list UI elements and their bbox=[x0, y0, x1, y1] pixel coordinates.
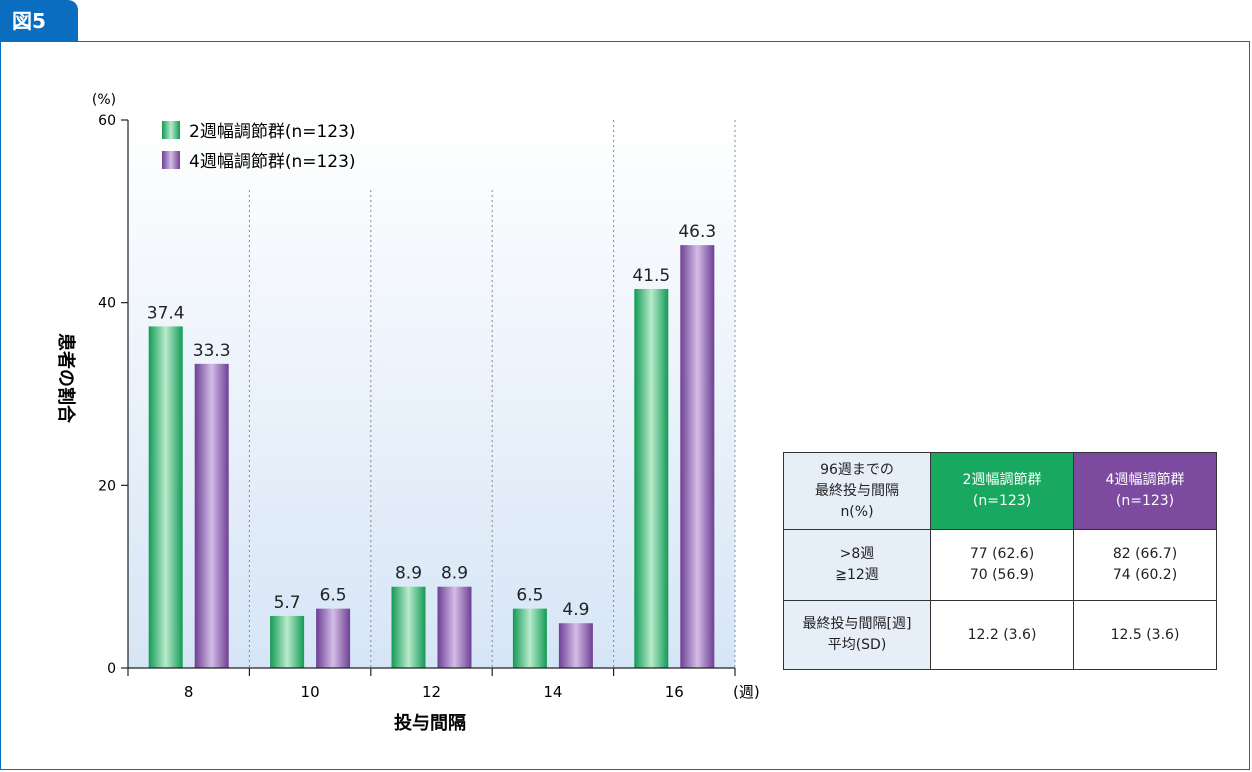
x-tick-label: 10 bbox=[301, 683, 320, 701]
row-label-line: 最終投与間隔[週] bbox=[802, 616, 912, 632]
header-line: 4週幅調節群 bbox=[1105, 472, 1185, 488]
gridlines bbox=[248, 120, 736, 668]
x-tick-label: 14 bbox=[543, 683, 562, 701]
header-line: (n=123) bbox=[1115, 493, 1175, 509]
cell-line: 12.5 (3.6) bbox=[1110, 626, 1180, 643]
bar-2week-10 bbox=[270, 615, 305, 668]
data-label-2week-16: 41.5 bbox=[632, 266, 670, 286]
figure-label: 図5 bbox=[0, 0, 78, 42]
x-axis-unit: (週) bbox=[733, 683, 760, 701]
bar-2week-16 bbox=[634, 288, 669, 668]
data-label-4week-16: 46.3 bbox=[678, 222, 716, 242]
bar-4week-12 bbox=[437, 586, 472, 668]
bar-4week-8 bbox=[194, 363, 229, 668]
cell-4week: 82 (66.7) 74 (60.2) bbox=[1073, 529, 1217, 601]
table-row: >8週 ≧12週 77 (62.6) 70 (56.9) 82 (66.7) 7… bbox=[783, 529, 1217, 601]
bar-2week-8 bbox=[148, 326, 183, 668]
corner-line: n(%) bbox=[840, 503, 874, 520]
data-label-2week-10: 5.7 bbox=[274, 593, 301, 613]
plot-area bbox=[128, 120, 735, 668]
table-corner-cell: 96週までの 最終投与間隔 n(%) bbox=[783, 452, 931, 530]
header-line: 2週幅調節群 bbox=[962, 472, 1042, 488]
x-tick-label: 12 bbox=[422, 683, 441, 701]
x-ticks: 8 10 12 14 16 bbox=[127, 668, 736, 701]
x-tick-label: 16 bbox=[665, 683, 684, 701]
table-row: 最終投与間隔[週] 平均(SD) 12.2 (3.6) 12.5 (3.6) bbox=[783, 600, 1217, 670]
row-label-line: 平均(SD) bbox=[827, 637, 887, 653]
cell-2week: 77 (62.6) 70 (56.9) bbox=[930, 529, 1074, 601]
corner-line: 最終投与間隔 bbox=[815, 482, 899, 499]
bar-2week-12 bbox=[391, 586, 426, 668]
legend-label-2week: 2週幅調節群(n=123) bbox=[189, 122, 356, 142]
y-tick-label: 20 bbox=[98, 478, 116, 494]
row-label: 最終投与間隔[週] 平均(SD) bbox=[783, 600, 931, 670]
row-label-line: >8週 bbox=[839, 546, 875, 562]
legend-swatch-2week bbox=[162, 121, 180, 139]
row-label: >8週 ≧12週 bbox=[783, 529, 931, 601]
cell-line: 70 (56.9) bbox=[969, 567, 1035, 583]
cell-line: 74 (60.2) bbox=[1112, 567, 1178, 583]
legend-label-4week: 4週幅調節群(n=123) bbox=[189, 152, 356, 172]
bars bbox=[148, 245, 715, 669]
data-label-4week-10: 6.5 bbox=[320, 586, 347, 606]
y-tick-label: 40 bbox=[98, 296, 116, 312]
summary-table: 96週までの 最終投与間隔 n(%) 2週幅調節群 (n=123) 4週幅調節群… bbox=[783, 452, 1217, 670]
data-label-4week-12: 8.9 bbox=[441, 564, 468, 584]
table-header-row: 96週までの 最終投与間隔 n(%) 2週幅調節群 (n=123) 4週幅調節群… bbox=[783, 452, 1217, 530]
cell-line: 12.2 (3.6) bbox=[967, 626, 1037, 643]
bar-4week-14 bbox=[558, 623, 593, 668]
header-line: (n=123) bbox=[972, 493, 1032, 509]
data-label-2week-12: 8.9 bbox=[395, 564, 422, 584]
figure-frame bbox=[0, 41, 1250, 770]
y-axis-unit: (%) bbox=[92, 92, 116, 108]
table-header-4week: 4週幅調節群 (n=123) bbox=[1073, 452, 1217, 530]
row-label-line: ≧12週 bbox=[835, 567, 879, 583]
y-ticks: 0 20 40 60 bbox=[98, 113, 128, 677]
corner-line: 96週までの bbox=[820, 461, 894, 478]
data-label-2week-8: 37.4 bbox=[147, 303, 185, 323]
data-label-2week-14: 6.5 bbox=[516, 586, 543, 606]
legend: 2週幅調節群(n=123) 4週幅調節群(n=123) bbox=[162, 121, 356, 172]
bar-2week-14 bbox=[512, 608, 547, 668]
data-label-4week-8: 33.3 bbox=[193, 341, 231, 361]
x-axis-title: 投与間隔 bbox=[394, 712, 466, 734]
data-label-4week-14: 4.9 bbox=[562, 600, 589, 620]
table-header-2week: 2週幅調節群 (n=123) bbox=[930, 452, 1074, 530]
cell-4week: 12.5 (3.6) bbox=[1073, 600, 1217, 670]
data-labels: 37.4 5.7 8.9 6.5 41.5 33.3 6.5 8.9 4.9 46.3 bbox=[147, 222, 716, 620]
y-tick-label: 0 bbox=[107, 661, 116, 677]
y-tick-label: 60 bbox=[98, 113, 116, 129]
cell-2week: 12.2 (3.6) bbox=[930, 600, 1074, 670]
cell-line: 77 (62.6) bbox=[969, 546, 1035, 562]
y-axis-title: 患者の割合 bbox=[55, 333, 77, 424]
cell-line: 82 (66.7) bbox=[1112, 546, 1178, 562]
bar-4week-10 bbox=[316, 608, 351, 668]
x-tick-label: 8 bbox=[184, 683, 194, 701]
bar-4week-16 bbox=[680, 245, 715, 669]
legend-swatch-4week bbox=[162, 151, 180, 169]
